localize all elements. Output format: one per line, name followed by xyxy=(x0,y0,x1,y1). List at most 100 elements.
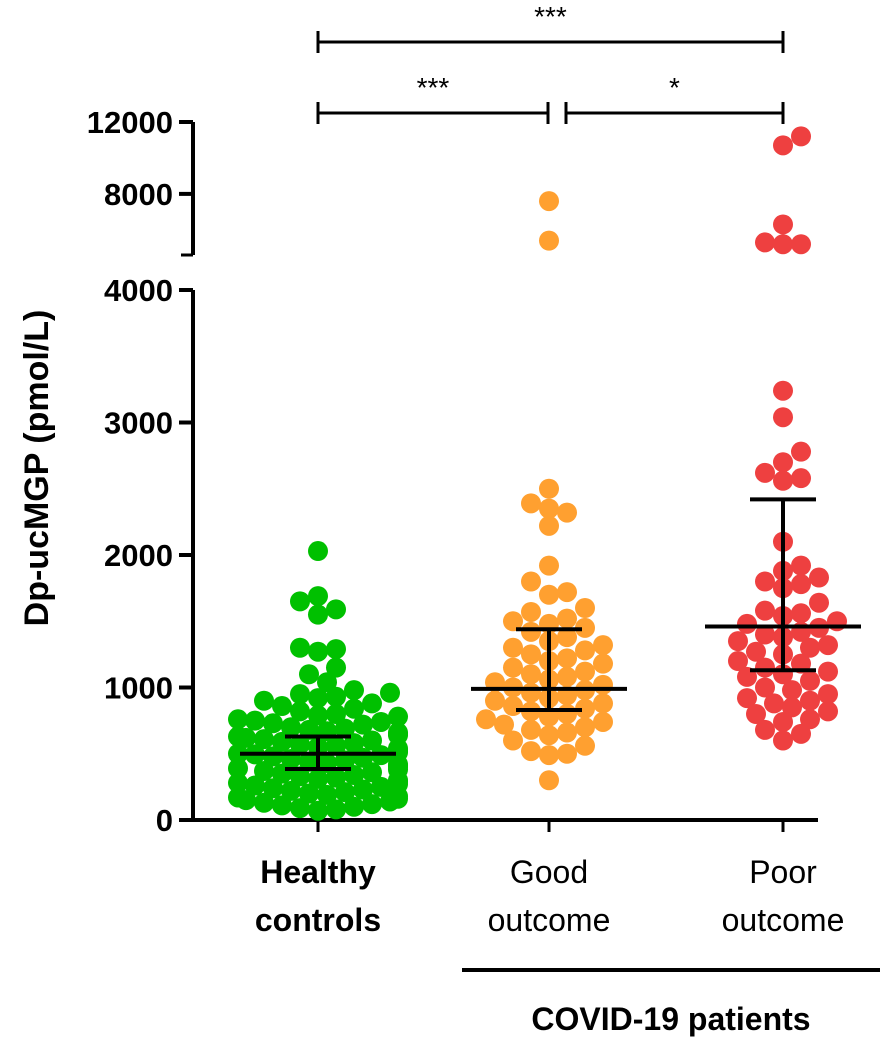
data-point xyxy=(503,637,523,658)
data-point xyxy=(557,722,577,743)
data-point xyxy=(308,641,328,662)
data-point xyxy=(773,214,793,235)
y-axis-label: Dp-ucMGP (pmol/L) xyxy=(18,310,56,627)
data-point xyxy=(521,719,541,740)
data-point xyxy=(755,232,775,253)
data-point xyxy=(308,586,328,607)
y-ticks: 0 1000 2000 3000 4000 8000 12000 xyxy=(87,105,193,838)
data-point xyxy=(593,711,613,732)
data-point xyxy=(308,800,328,821)
data-point xyxy=(737,688,757,709)
category-label-line2: controls xyxy=(255,902,381,938)
data-point xyxy=(335,718,355,739)
data-point xyxy=(755,600,775,621)
y-tick-label: 4000 xyxy=(104,273,173,308)
data-point xyxy=(575,717,595,738)
data-point xyxy=(746,704,766,724)
data-point xyxy=(557,582,577,603)
data-point xyxy=(539,478,559,499)
data-point xyxy=(254,760,274,781)
data-point xyxy=(746,641,766,662)
data-point xyxy=(521,682,541,703)
data-point xyxy=(773,470,793,491)
data-point xyxy=(326,657,346,678)
data-point xyxy=(228,709,248,730)
data-point xyxy=(362,693,382,714)
data-point xyxy=(228,758,248,779)
data-point xyxy=(755,657,775,678)
data-point xyxy=(557,608,577,629)
data-point xyxy=(521,571,541,592)
data-point xyxy=(290,684,310,705)
data-point xyxy=(773,730,793,751)
data-point xyxy=(575,640,595,661)
data-point xyxy=(773,711,793,732)
data-point xyxy=(326,639,346,660)
data-point xyxy=(773,452,793,473)
data-point xyxy=(593,693,613,714)
data-point xyxy=(791,441,811,462)
data-point xyxy=(728,631,748,652)
data-point xyxy=(800,709,820,730)
data-point xyxy=(539,498,559,519)
data-point xyxy=(521,493,541,514)
data-point xyxy=(228,772,248,793)
category-label-line1: Poor xyxy=(749,854,817,890)
data-point xyxy=(254,792,274,813)
data-point xyxy=(476,709,496,730)
data-point xyxy=(764,693,784,714)
data-point xyxy=(272,696,292,717)
data-point xyxy=(521,741,541,762)
data-point xyxy=(245,775,265,796)
data-point xyxy=(371,711,391,732)
data-point xyxy=(791,126,811,147)
data-point xyxy=(575,661,595,682)
data-point xyxy=(791,574,811,595)
data-point xyxy=(380,682,400,703)
y-tick-label: 2000 xyxy=(104,538,173,573)
data-point xyxy=(290,637,310,658)
category-label-line1: Healthy xyxy=(260,854,376,890)
data-point xyxy=(755,571,775,592)
data-point xyxy=(494,714,514,735)
data-point xyxy=(254,729,274,750)
data-point xyxy=(575,617,595,638)
data-point xyxy=(228,743,248,764)
data-point xyxy=(755,462,775,483)
data-point xyxy=(245,710,265,731)
data-point xyxy=(575,698,595,719)
data-point xyxy=(326,686,346,707)
data-point xyxy=(539,745,559,766)
data-point xyxy=(326,599,346,620)
data-point xyxy=(503,611,523,632)
data-point xyxy=(539,725,559,746)
data-point xyxy=(344,698,364,719)
data-point xyxy=(308,604,328,625)
data-point xyxy=(281,717,301,738)
data-point xyxy=(521,644,541,665)
data-point xyxy=(263,713,283,734)
data-point xyxy=(326,704,346,724)
data-point xyxy=(557,648,577,669)
data-points xyxy=(228,126,847,821)
data-point xyxy=(557,502,577,523)
category-labels: Healthy controls Good outcome Poor outcome xyxy=(255,854,844,938)
data-point xyxy=(773,407,793,428)
data-point xyxy=(800,690,820,711)
significance-label: * xyxy=(669,72,680,103)
data-point xyxy=(818,684,838,705)
data-point xyxy=(263,746,283,767)
covid-group-label: COVID-19 patients xyxy=(531,1001,810,1037)
data-point xyxy=(773,380,793,401)
data-point xyxy=(371,776,391,797)
data-point xyxy=(290,798,310,819)
data-point xyxy=(800,670,820,691)
data-point xyxy=(539,191,559,212)
median-iqr-bars xyxy=(240,497,861,771)
data-point xyxy=(737,613,757,634)
data-point xyxy=(809,592,829,613)
category-label-line1: Good xyxy=(510,854,588,890)
data-point xyxy=(755,677,775,698)
data-point xyxy=(755,719,775,740)
data-point xyxy=(809,567,829,588)
